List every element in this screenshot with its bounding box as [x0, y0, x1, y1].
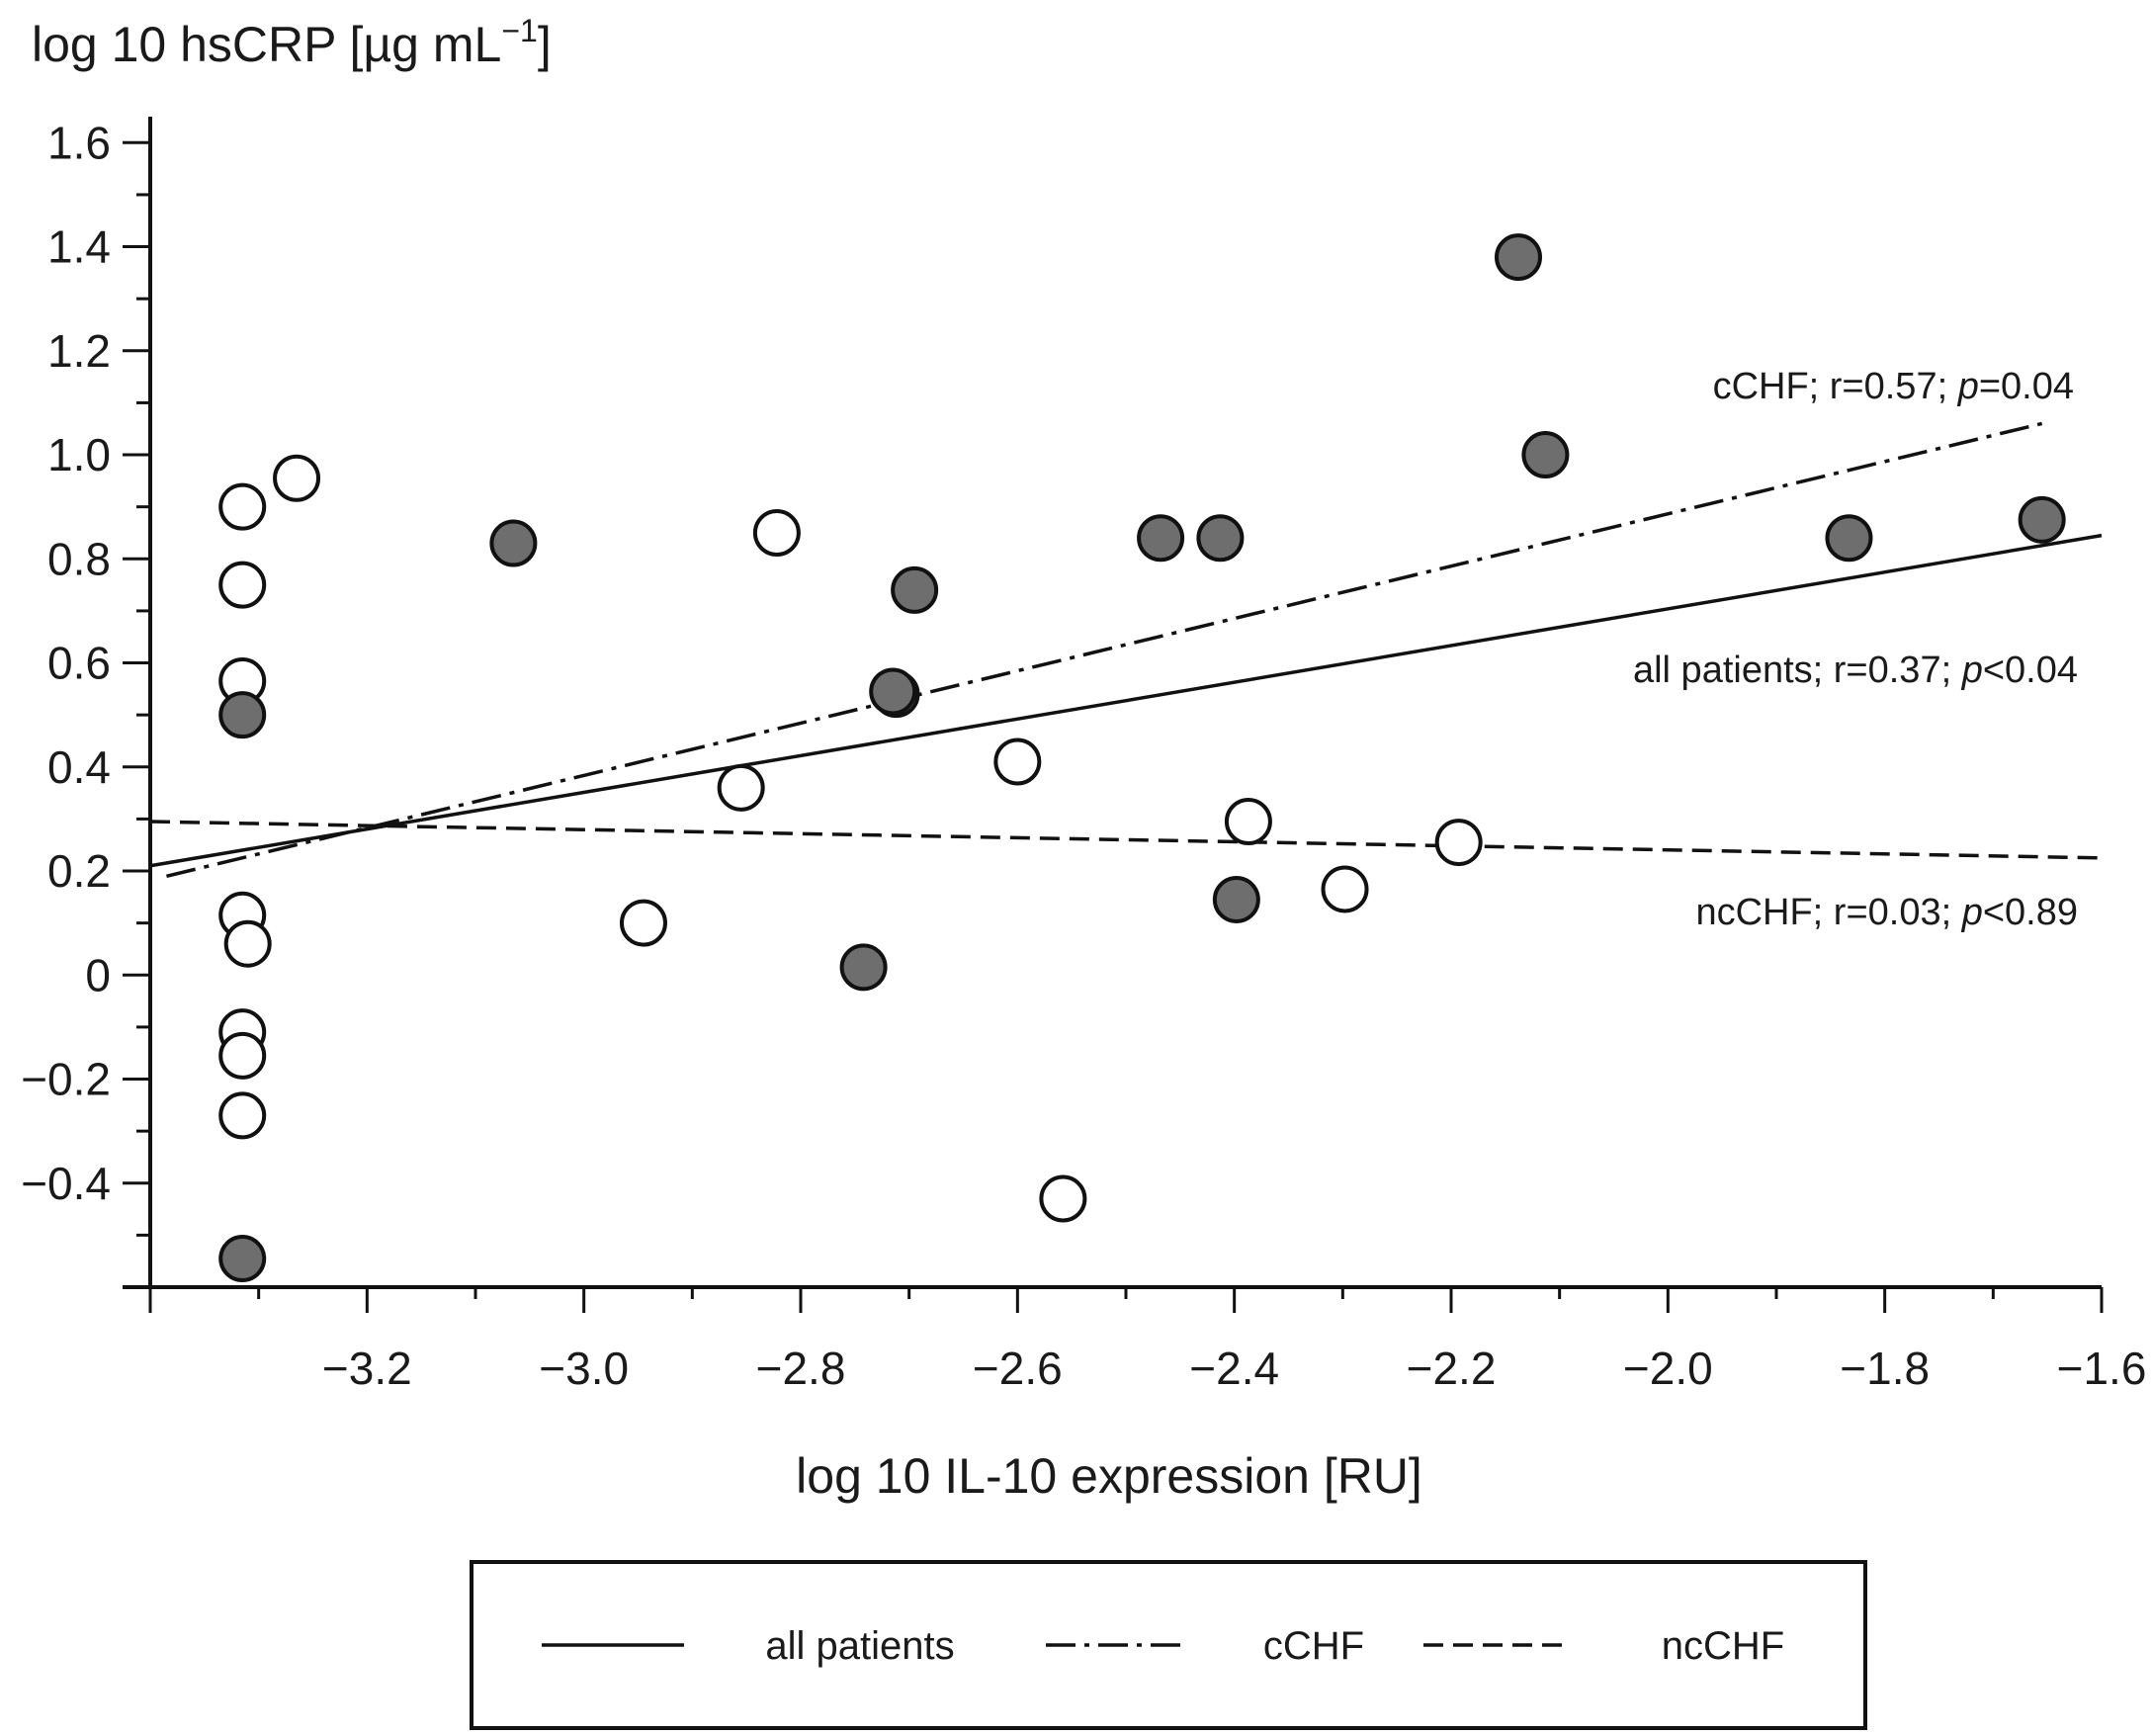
- y-axis-title-main: log 10 hsCRP [µg mL: [32, 17, 501, 72]
- regression-annotations: cCHF; r=0.57; p=0.04 all patients; r=0.3…: [1633, 366, 2078, 933]
- data-point-cchf: [218, 691, 267, 739]
- legend-label-all-patients: all patients: [765, 1624, 954, 1668]
- y-axis-title: log 10 hsCRP [µg mL−1]: [32, 13, 552, 72]
- data-point-ncchf: [218, 1031, 267, 1080]
- regression-line-cchf: [166, 421, 2043, 878]
- y-tick-label: 1.4: [47, 221, 111, 273]
- data-point-ncchf: [218, 1091, 267, 1140]
- annotation-all-patients: all patients; r=0.37; p<0.04: [1633, 650, 2078, 691]
- y-axis-title-sup: −1: [501, 13, 537, 48]
- data-points: [218, 233, 2066, 1283]
- data-point-cchf: [1137, 514, 1185, 563]
- x-ticks: −3.2 −3.0 −2.8 −2.6 −2.4 −2.2 −2.0 −1.8 −1.6: [148, 1287, 2147, 1394]
- y-ticks: −0.4 −0.2 0 0.2 0.4 0.6 0.8 1.0 1.2 1.4 1.6: [21, 117, 150, 1237]
- data-point-ncchf: [752, 508, 801, 557]
- data-point-cchf: [1212, 875, 1260, 923]
- data-point-cchf: [1494, 233, 1542, 282]
- data-point-ncchf: [717, 763, 765, 812]
- regression-lines: [149, 421, 2103, 878]
- x-tick-label: −3.0: [539, 1343, 629, 1394]
- data-point-ncchf: [218, 482, 267, 531]
- x-tick-label: −3.2: [322, 1343, 412, 1394]
- regression-line-ncchf: [149, 820, 2103, 860]
- data-point-cchf: [839, 943, 888, 992]
- y-tick-label: 1.0: [47, 429, 111, 480]
- x-tick-label: −2.8: [756, 1343, 846, 1394]
- x-tick-label: −1.6: [2057, 1343, 2147, 1394]
- y-tick-label: −0.4: [21, 1158, 111, 1209]
- y-tick-label: −0.2: [21, 1054, 111, 1105]
- data-point-ncchf: [619, 899, 667, 947]
- x-tick-label: −2.6: [973, 1343, 1063, 1394]
- legend: all patients cCHF ncCHF: [470, 1560, 1867, 1730]
- data-point-cchf: [1196, 514, 1245, 563]
- data-point-ncchf: [1224, 798, 1272, 846]
- y-tick-label: 0: [85, 949, 111, 1000]
- data-point-cchf: [891, 565, 939, 614]
- data-point-cchf: [2018, 495, 2066, 544]
- data-point-cchf: [489, 519, 538, 567]
- data-point-cchf: [1521, 431, 1570, 479]
- data-point-ncchf: [1434, 819, 1483, 867]
- x-axis-title: log 10 IL-10 expression [RU]: [796, 1448, 1422, 1504]
- legend-label-nccHF: ncCHF: [1662, 1624, 1784, 1668]
- data-point-ncchf: [1321, 865, 1369, 913]
- y-axis-title-close: ]: [538, 17, 552, 72]
- data-point-ncchf: [993, 738, 1042, 786]
- data-point-cchf: [1825, 514, 1873, 563]
- x-tick-label: −2.0: [1623, 1343, 1713, 1394]
- y-tick-label: 0.8: [47, 533, 111, 584]
- x-tick-label: −2.2: [1407, 1343, 1497, 1394]
- y-tick-label: 1.6: [47, 117, 111, 168]
- regression-line-all-patients: [149, 533, 2103, 868]
- annotation-nccHF: ncCHF; r=0.03; p<0.89: [1695, 892, 2078, 933]
- y-tick-label: 0.2: [47, 845, 111, 897]
- y-tick-label: 0.6: [47, 638, 111, 689]
- y-tick-label: 0.4: [47, 741, 111, 793]
- data-point-ncchf: [218, 561, 267, 609]
- data-point-ncchf: [1039, 1174, 1087, 1223]
- data-point-ncchf: [273, 454, 321, 502]
- x-tick-label: −2.4: [1189, 1343, 1279, 1394]
- annotation-cchf: cCHF; r=0.57; p=0.04: [1713, 366, 2074, 407]
- axes: −0.4−0.200.20.40.60.81.01.21.41.6 −3.2 −3…: [21, 117, 2146, 1394]
- data-point-ncchf: [223, 919, 272, 968]
- y-tick-label: 1.2: [47, 325, 111, 377]
- data-point-cchf: [218, 1235, 267, 1283]
- x-tick-label: −1.8: [1840, 1343, 1930, 1394]
- legend-label-cchf: cCHF: [1263, 1624, 1364, 1668]
- data-point-cchf: [869, 667, 917, 716]
